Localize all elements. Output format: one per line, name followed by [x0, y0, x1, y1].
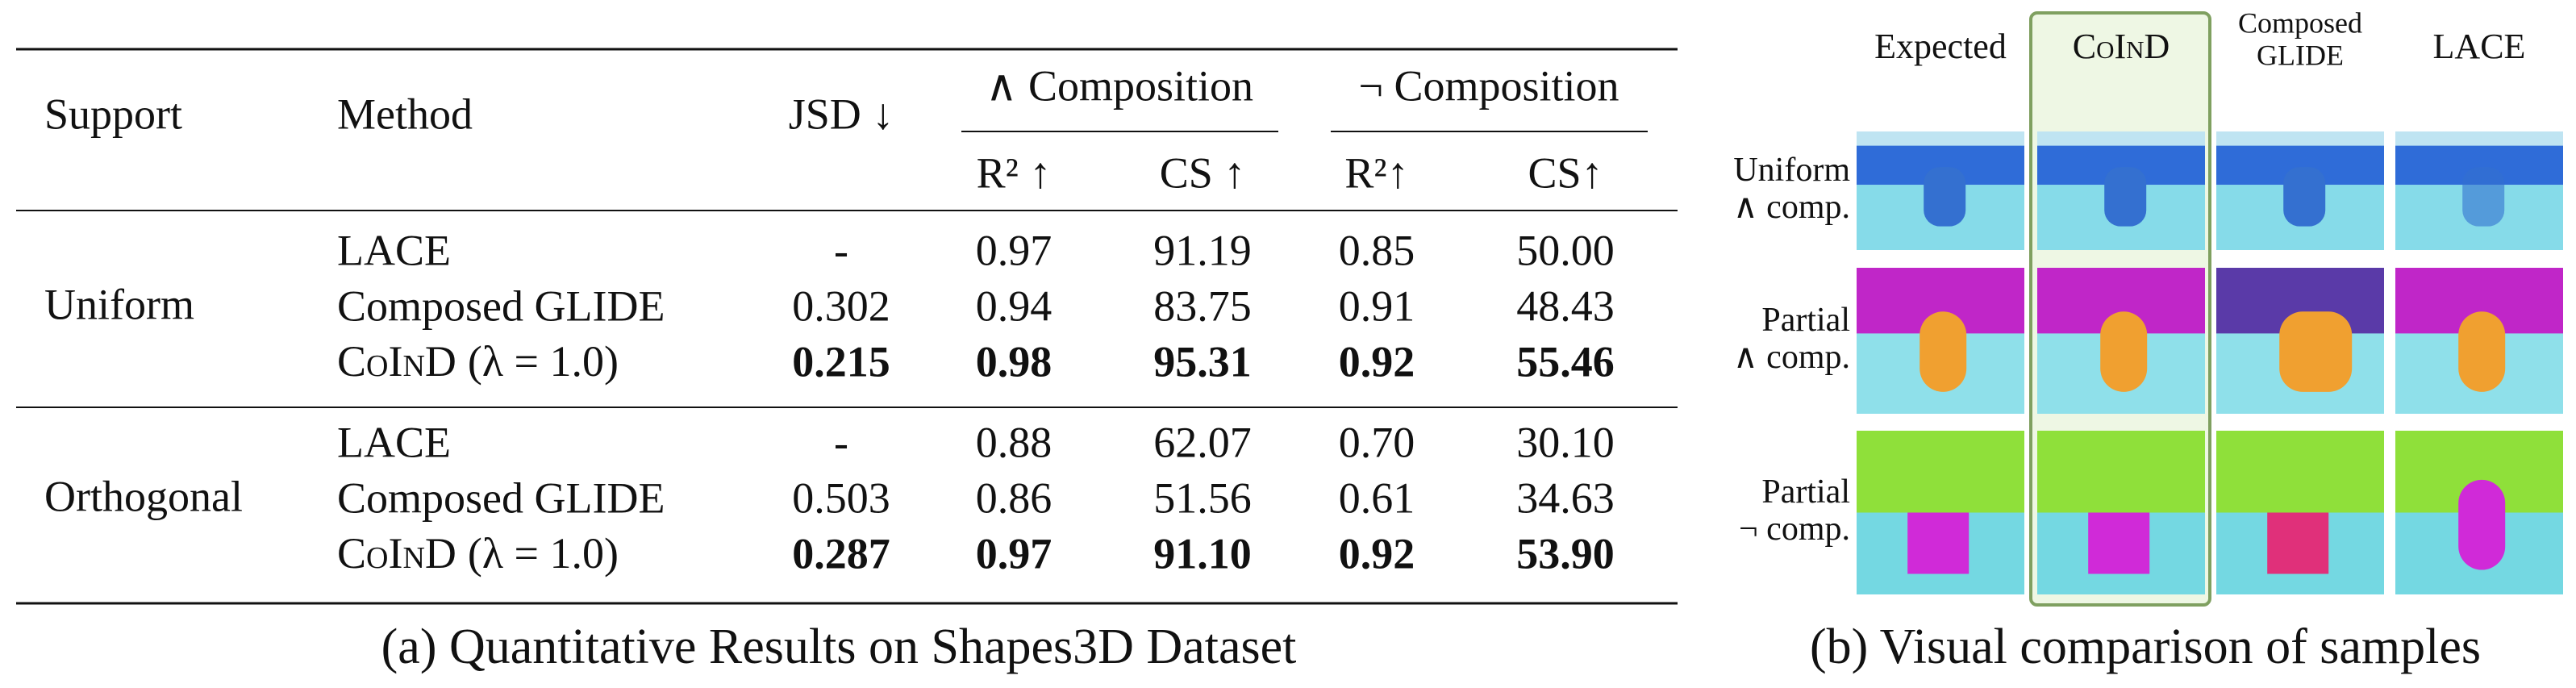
- scene-object: [2279, 311, 2353, 392]
- header-sub: R²↑: [1344, 148, 1408, 197]
- cell: 0.215: [792, 337, 890, 386]
- column-header: LACE: [2433, 27, 2526, 66]
- support-label: Orthogonal: [44, 472, 243, 520]
- cell: 0.287: [792, 529, 890, 578]
- header-sub: CS↑: [1528, 148, 1603, 197]
- header-sub: CS ↑: [1160, 148, 1246, 197]
- scene-object: [2458, 479, 2506, 570]
- scene-object: [1907, 512, 1970, 574]
- scene-wall: [2216, 431, 2384, 513]
- row-label: ¬ comp.: [1739, 511, 1850, 548]
- scene-object: [2283, 167, 2326, 227]
- column-header: Expected: [1874, 27, 2007, 66]
- column-header: Composed: [2238, 6, 2362, 39]
- cell: 0.91: [1339, 281, 1415, 330]
- cell: 0.70: [1339, 418, 1415, 466]
- method-label: LACE: [337, 226, 451, 274]
- row-label: ∧ comp.: [1733, 339, 1850, 376]
- header-and: ∧ Composition: [986, 61, 1253, 110]
- scene-object: [2100, 311, 2148, 392]
- cell: -: [834, 226, 848, 274]
- caption-a: (a) Quantitative Results on Shapes3D Dat…: [381, 619, 1297, 674]
- row-label: ∧ comp.: [1733, 189, 1850, 226]
- cell: 0.86: [976, 473, 1052, 522]
- scene-object: [2104, 167, 2147, 227]
- cell: 53.90: [1516, 529, 1615, 578]
- row-label: Partial: [1761, 473, 1850, 511]
- cell: 91.19: [1153, 226, 1252, 274]
- header-sub: R² ↑: [977, 148, 1052, 197]
- cell: 48.43: [1516, 281, 1615, 330]
- method-label: CoInD (λ = 1.0): [337, 529, 619, 578]
- scene-object: [2462, 167, 2505, 227]
- cell: 0.302: [792, 281, 890, 330]
- cell: 0.85: [1339, 226, 1415, 274]
- cell: 0.97: [976, 226, 1052, 274]
- method-label: Composed GLIDE: [337, 473, 665, 522]
- cell: 0.92: [1339, 529, 1415, 578]
- column-header: CoInD: [2073, 27, 2170, 66]
- method-label: Composed GLIDE: [337, 281, 665, 330]
- cell: 0.94: [976, 281, 1052, 330]
- row-label: Uniform: [1733, 152, 1850, 189]
- cell: 91.10: [1153, 529, 1252, 578]
- cell: 51.56: [1153, 473, 1252, 522]
- cell: 0.98: [976, 337, 1052, 386]
- cell: 50.00: [1516, 226, 1615, 274]
- cell: 0.88: [976, 418, 1052, 466]
- scene-wall: [2037, 431, 2205, 513]
- cell: -: [834, 418, 848, 466]
- cell: 83.75: [1153, 281, 1252, 330]
- cell: 55.46: [1516, 337, 1615, 386]
- support-label: Uniform: [44, 280, 194, 328]
- cell: 95.31: [1153, 337, 1252, 386]
- row-label: Partial: [1761, 302, 1850, 339]
- method-name: CoInD: [337, 529, 456, 578]
- cell: 34.63: [1516, 473, 1615, 522]
- cell: 0.97: [976, 529, 1052, 578]
- header-method: Method: [337, 90, 473, 138]
- header-jsd: JSD ↓: [789, 90, 894, 138]
- cell: 30.10: [1516, 418, 1615, 466]
- method-suffix: (λ = 1.0): [468, 529, 619, 578]
- method-label: LACE: [337, 418, 451, 466]
- method-suffix: (λ = 1.0): [468, 337, 619, 386]
- caption-b: (b) Visual comparison of samples: [1810, 619, 2481, 674]
- cell: 0.92: [1339, 337, 1415, 386]
- header-support: Support: [44, 90, 182, 138]
- scene-object: [2267, 512, 2329, 574]
- scene-object: [2088, 512, 2150, 574]
- method-label: CoInD (λ = 1.0): [337, 337, 619, 386]
- cell: 62.07: [1153, 418, 1252, 466]
- scene-object: [1924, 167, 1966, 227]
- cell: 0.503: [792, 473, 890, 522]
- column-header: GLIDE: [2257, 39, 2344, 71]
- scene-object: [2458, 311, 2506, 392]
- scene-wall: [1857, 431, 2024, 513]
- header-not: ¬ Composition: [1359, 61, 1619, 110]
- cell: 0.61: [1339, 473, 1415, 522]
- scene-object: [1919, 311, 1967, 392]
- method-name: CoInD: [337, 337, 456, 386]
